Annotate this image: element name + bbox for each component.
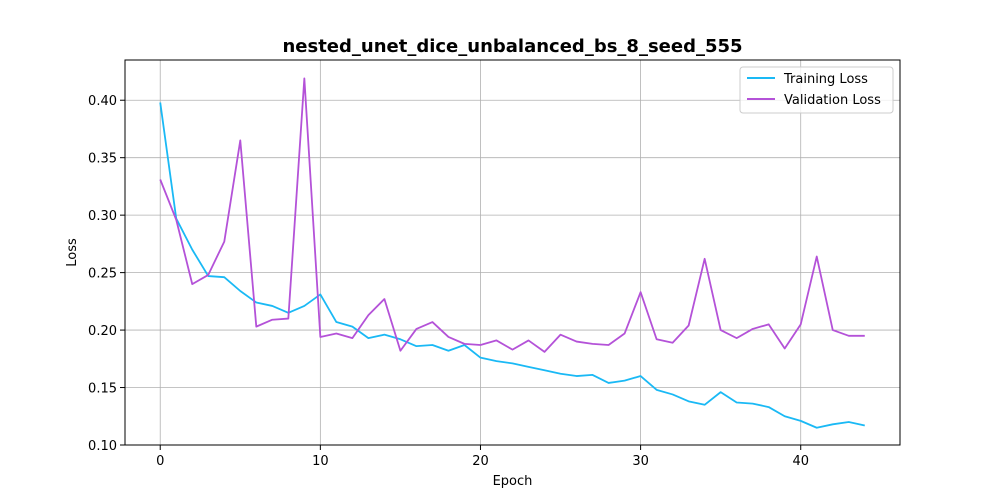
x-tick-label: 10 (312, 454, 329, 469)
x-tick-label: 20 (472, 454, 489, 469)
x-tick-label: 30 (632, 454, 649, 469)
plot-frame (124, 59, 901, 446)
y-tick-label: 0.25 (88, 267, 117, 282)
legend-label-validation-loss: Validation Loss (784, 93, 881, 108)
axis-ticks: 0 10 20 30 40 0.10 0.15 0.20 0.25 0.30 0.35 0.40 (88, 94, 809, 469)
y-axis-label: Loss (65, 238, 80, 267)
x-tick-label: 0 (156, 454, 164, 469)
y-tick-label: 0.40 (88, 94, 117, 109)
y-tick-label: 0.30 (88, 209, 117, 224)
legend-label-training-loss: Training Loss (783, 72, 868, 87)
y-tick-label: 0.15 (88, 382, 117, 397)
legend-box (739, 66, 894, 114)
y-tick-label: 0.10 (88, 439, 117, 454)
series-lines (159, 77, 865, 429)
legend: Training Loss Validation Loss (739, 66, 894, 114)
x-axis-label: Epoch (493, 474, 533, 489)
y-tick-label: 0.20 (88, 324, 117, 339)
y-tick-label: 0.35 (88, 152, 117, 167)
chart-title: nested_unet_dice_unbalanced_bs_8_seed_55… (282, 36, 742, 57)
grid-lines (125, 60, 900, 446)
x-tick-label: 40 (792, 454, 809, 469)
